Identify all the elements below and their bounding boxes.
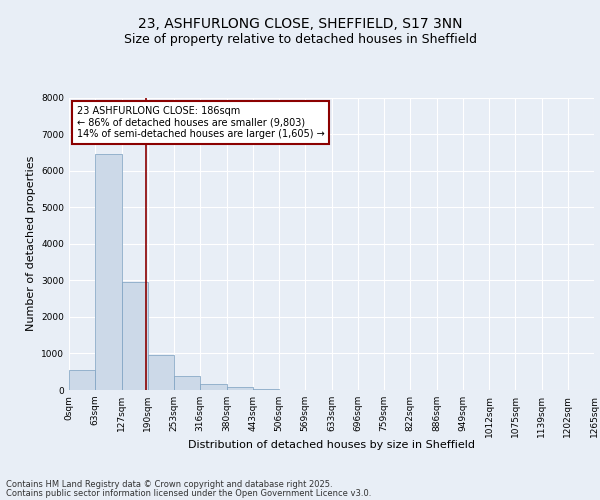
- X-axis label: Distribution of detached houses by size in Sheffield: Distribution of detached houses by size …: [188, 440, 475, 450]
- Text: Contains public sector information licensed under the Open Government Licence v3: Contains public sector information licen…: [6, 489, 371, 498]
- Bar: [69, 370, 95, 390]
- Bar: [227, 387, 253, 390]
- Bar: [148, 356, 174, 390]
- Text: 23, ASHFURLONG CLOSE, SHEFFIELD, S17 3NN: 23, ASHFURLONG CLOSE, SHEFFIELD, S17 3NN: [138, 18, 462, 32]
- Text: Contains HM Land Registry data © Crown copyright and database right 2025.: Contains HM Land Registry data © Crown c…: [6, 480, 332, 489]
- Bar: [253, 389, 279, 390]
- Text: 23 ASHFURLONG CLOSE: 186sqm
← 86% of detached houses are smaller (9,803)
14% of : 23 ASHFURLONG CLOSE: 186sqm ← 86% of det…: [77, 106, 325, 140]
- Text: Size of property relative to detached houses in Sheffield: Size of property relative to detached ho…: [124, 32, 476, 46]
- Y-axis label: Number of detached properties: Number of detached properties: [26, 156, 35, 332]
- Bar: [95, 154, 122, 390]
- Bar: [200, 384, 227, 390]
- Bar: [174, 376, 200, 390]
- Bar: [122, 282, 148, 390]
